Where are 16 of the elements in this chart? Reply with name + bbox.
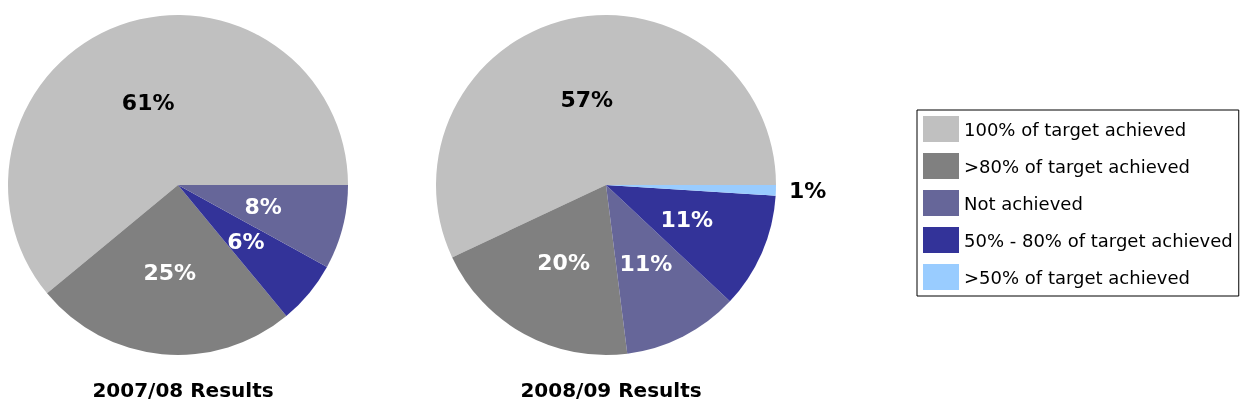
data-label: 25% bbox=[143, 260, 197, 286]
data-label: 6% bbox=[227, 228, 265, 254]
text: 2007/08 Results bbox=[92, 378, 274, 401]
data-label: 1% bbox=[788, 177, 827, 203]
legend-label: 50% - 80% of target achieved bbox=[964, 229, 1233, 251]
legend-label: >80% of target achieved bbox=[964, 155, 1190, 177]
data-label: 8% bbox=[244, 194, 282, 220]
legend-label: Not achieved bbox=[964, 192, 1083, 214]
legend-label: 100% of target achieved bbox=[964, 118, 1187, 140]
data-label: 61% bbox=[121, 89, 175, 115]
data-label: 11% bbox=[660, 207, 714, 233]
data-label: 20% bbox=[537, 249, 590, 275]
data-label: 57% bbox=[560, 86, 614, 112]
data-label: 11% bbox=[619, 250, 673, 276]
legend-label: >50% of target achieved bbox=[964, 266, 1190, 288]
text: 2008/09 Results bbox=[520, 378, 702, 401]
